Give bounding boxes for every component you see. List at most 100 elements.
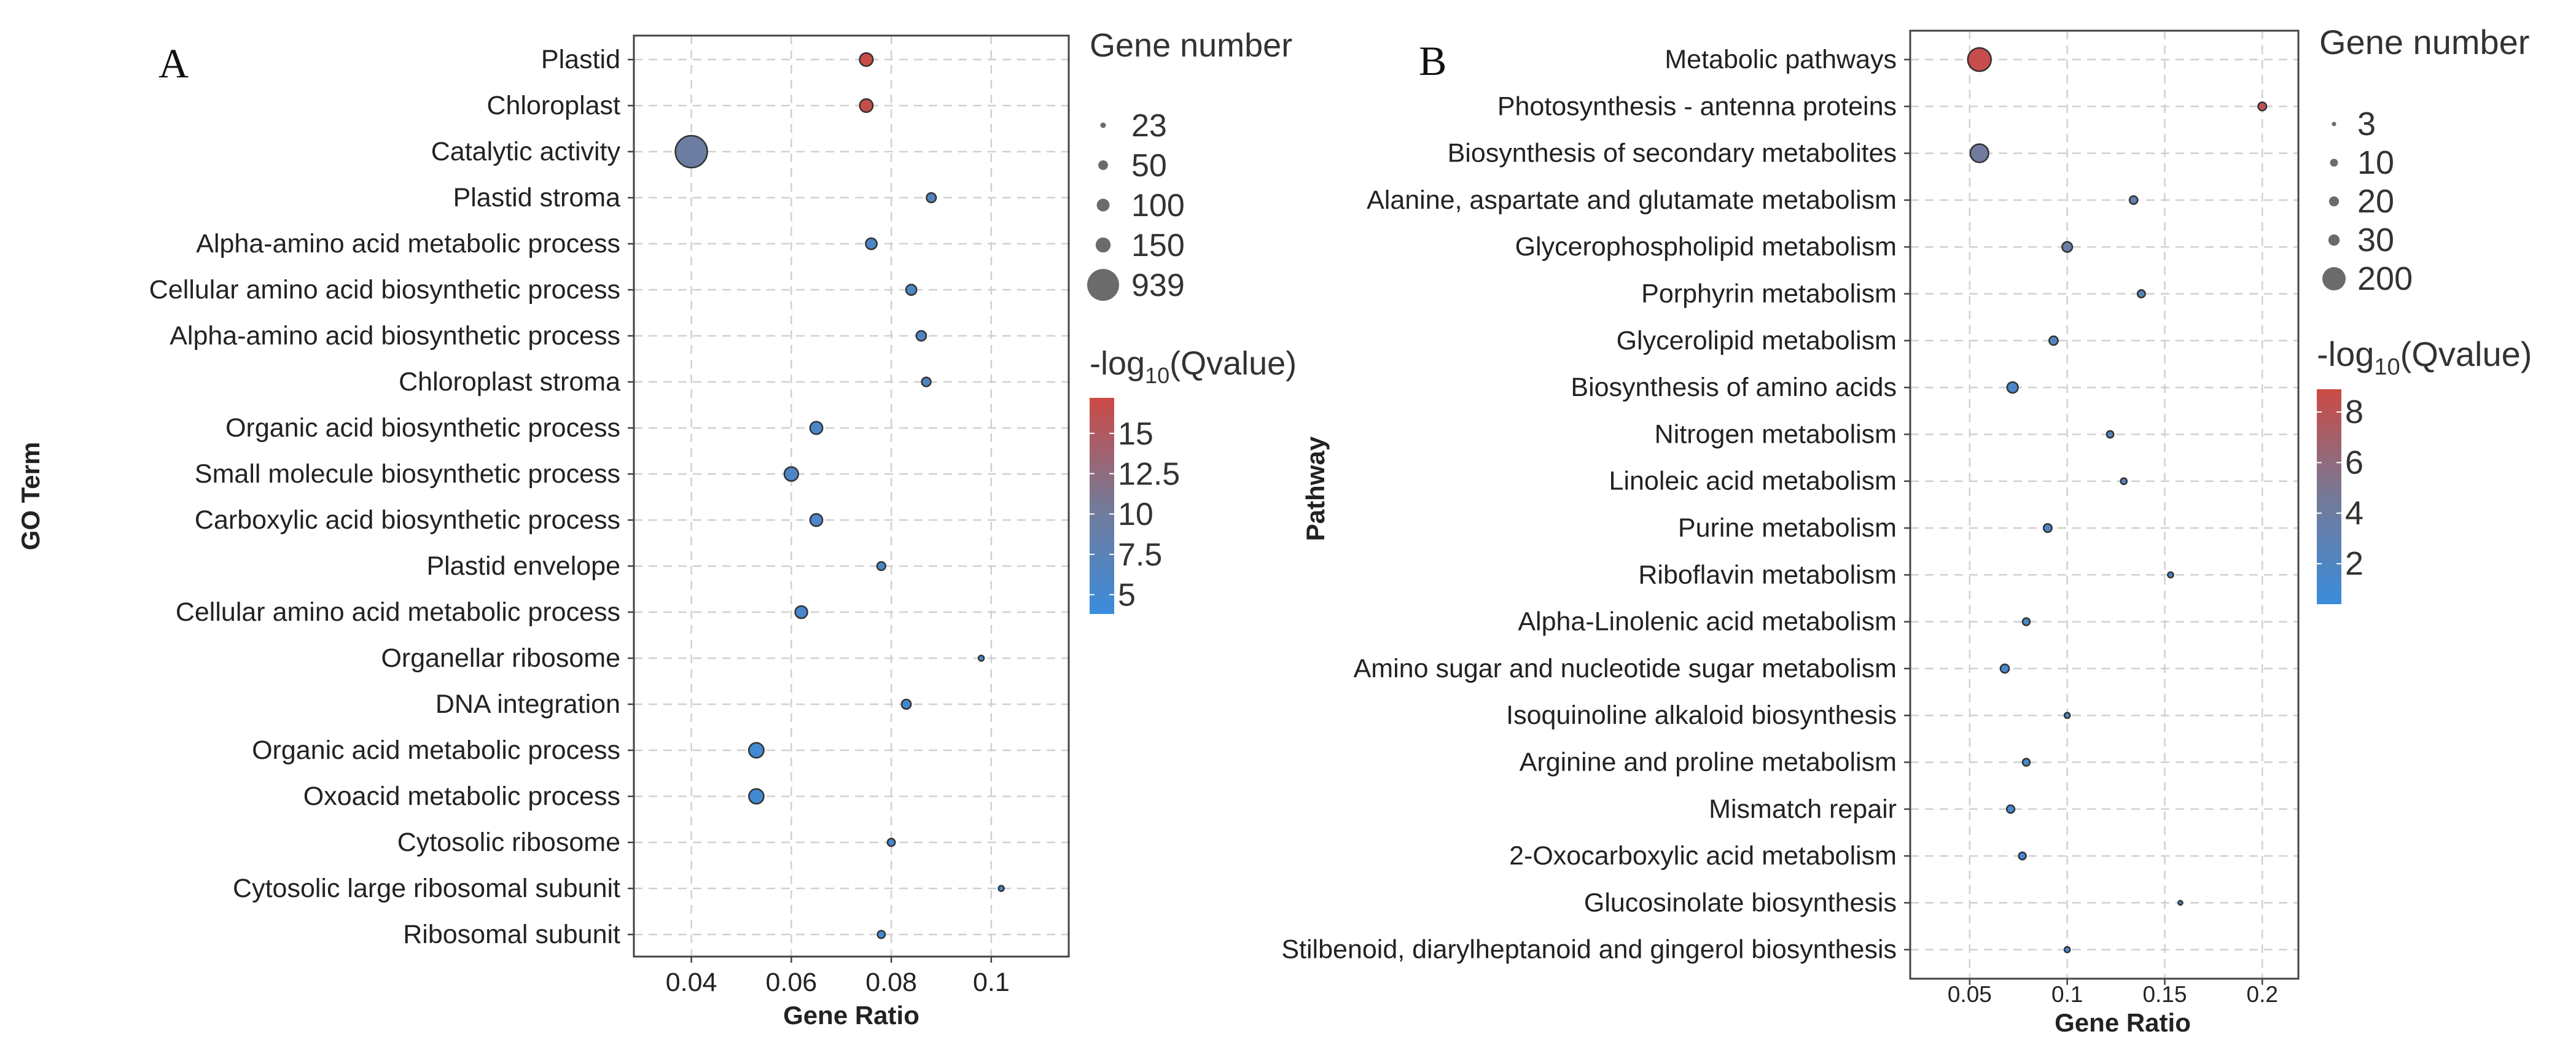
data-point: [865, 237, 878, 251]
panel-b-y-tick-labels: Metabolic pathways Photosynthesis - anten…: [1281, 45, 1910, 965]
data-point: [2042, 522, 2053, 534]
data-point: [2063, 712, 2071, 720]
size-legend-label: 30: [2357, 222, 2394, 258]
y-tick-label: Catalytic activity: [431, 137, 621, 166]
panel-b-points: [1967, 47, 2268, 954]
y-tick-label: Linoleic acid metabolism: [1609, 467, 1897, 496]
data-point: [977, 655, 985, 662]
size-legend-dot: [2328, 196, 2340, 207]
data-point: [2167, 571, 2174, 579]
panel-b-plot-frame: [1909, 29, 2300, 980]
data-point: [900, 699, 912, 710]
panel-a-y-axis-title: GO Term: [16, 442, 45, 551]
y-tick-label: Porphyrin metabolism: [1641, 279, 1897, 309]
panel-b-color-title-suffix: (Qvalue): [2400, 335, 2532, 373]
colorbar-label: 5: [1118, 577, 1136, 613]
y-tick-label: DNA integration: [435, 690, 620, 719]
panel-a-y-tick-labels: Plastid Chloroplast Catalytic activity Plas…: [149, 45, 634, 949]
data-point: [2006, 381, 2019, 394]
data-point: [809, 421, 824, 435]
y-tick-label: Chloroplast: [487, 91, 621, 120]
size-legend-dot: [1098, 160, 1108, 170]
y-tick-label: Glycerolipid metabolism: [1617, 326, 1897, 355]
panel-a-plot-frame: [633, 34, 1070, 958]
y-tick-label: Purine metabolism: [1678, 513, 1897, 543]
data-point: [783, 466, 799, 482]
data-point: [809, 513, 824, 527]
panel-b-y-axis-title: Pathway: [1301, 436, 1330, 541]
y-tick-label: Ribosomal subunit: [403, 920, 620, 949]
panel-a-letter: A: [158, 40, 189, 87]
data-point: [2106, 430, 2115, 439]
data-point: [905, 284, 918, 296]
y-tick-label: Glucosinolate biosynthesis: [1584, 888, 1897, 917]
data-point: [2061, 241, 2074, 253]
size-legend-label: 200: [2357, 260, 2413, 297]
data-point: [748, 788, 765, 805]
data-point: [674, 134, 708, 169]
size-legend-label: 10: [2357, 144, 2394, 181]
panel-b-x-tick-labels: 0.05 0.1 0.15 0.2: [1948, 979, 2278, 1007]
y-tick-label: Organic acid metabolic process: [252, 736, 620, 765]
y-tick-label: Alpha-amino acid metabolic process: [196, 229, 620, 258]
panel-b-x-axis-title: Gene Ratio: [2055, 1008, 2191, 1037]
y-tick-label: Oxoacid metabolic process: [303, 782, 620, 811]
size-legend-label: 100: [1131, 188, 1185, 223]
data-point: [886, 837, 896, 847]
colorbar-label: 4: [2345, 495, 2363, 532]
size-legend-label: 23: [1131, 108, 1167, 144]
colorbar-label: 2: [2345, 545, 2363, 582]
y-tick-label: Cytosolic large ribosomal subunit: [233, 874, 620, 903]
panel-b-colorbar: [2317, 389, 2341, 604]
y-tick-label: Metabolic pathways: [1665, 45, 1897, 74]
x-tick-label: 0.04: [666, 968, 717, 997]
y-tick-label: Cytosolic ribosome: [397, 828, 620, 857]
panel-b-grid: [1910, 31, 2298, 979]
panel-a-size-legend-title: Gene number: [1090, 27, 1292, 64]
y-tick-label: Organic acid biosynthetic process: [225, 413, 620, 443]
colorbar-label: 10: [1118, 497, 1153, 532]
colorbar-label: 7.5: [1118, 537, 1162, 573]
y-tick-label: Plastid envelope: [426, 551, 620, 581]
data-point: [1967, 47, 1992, 72]
y-tick-label: Amino sugar and nucleotide sugar metabol…: [1354, 654, 1897, 683]
y-tick-label: Cellular amino acid biosynthetic process: [149, 275, 620, 305]
y-tick-label: Nitrogen metabolism: [1655, 419, 1897, 449]
y-tick-label: Mismatch repair: [1709, 794, 1897, 824]
data-point: [2136, 289, 2146, 298]
size-legend-label: 150: [1131, 228, 1185, 263]
size-legend-dot: [2322, 267, 2346, 290]
size-legend-dot: [1096, 198, 1110, 212]
size-legend-dot: [2332, 122, 2336, 126]
x-tick-label: 0.1: [973, 968, 1010, 997]
y-tick-label: Alpha-amino acid biosynthetic process: [170, 321, 620, 351]
y-tick-label: Stilbenoid, diarylheptanoid and gingerol…: [1281, 935, 1897, 965]
size-legend-label: 20: [2357, 183, 2394, 220]
colorbar-label: 6: [2345, 444, 2363, 481]
y-tick-label: Plastid stroma: [453, 183, 621, 212]
panel-a-color-title-suffix: (Qvalue): [1169, 345, 1297, 382]
data-point: [2063, 946, 2071, 954]
y-tick-label: Plastid: [541, 45, 620, 74]
data-point: [859, 98, 874, 113]
data-point: [859, 52, 874, 68]
size-legend-dot: [1095, 237, 1111, 253]
y-tick-label: Isoquinoline alkaloid biosynthesis: [1506, 701, 1897, 730]
y-tick-label: Cellular amino acid metabolic process: [176, 597, 620, 627]
data-point: [2177, 899, 2184, 906]
y-tick-label: Organellar ribosome: [381, 643, 620, 673]
data-point: [2021, 758, 2031, 767]
colorbar-label: 12.5: [1118, 456, 1180, 492]
x-tick-label: 0.08: [865, 968, 917, 997]
data-point: [997, 885, 1005, 892]
data-point: [2128, 195, 2139, 205]
size-legend-label: 3: [2357, 106, 2376, 142]
data-point: [1969, 143, 1989, 163]
data-point: [915, 330, 927, 342]
colorbar-label: 8: [2345, 394, 2363, 430]
panel-b-color-legend-title: -log10(Qvalue): [2317, 335, 2532, 380]
y-tick-label: Chloroplast stroma: [399, 367, 620, 397]
panel-a-color-title-sub: 10: [1145, 363, 1169, 388]
